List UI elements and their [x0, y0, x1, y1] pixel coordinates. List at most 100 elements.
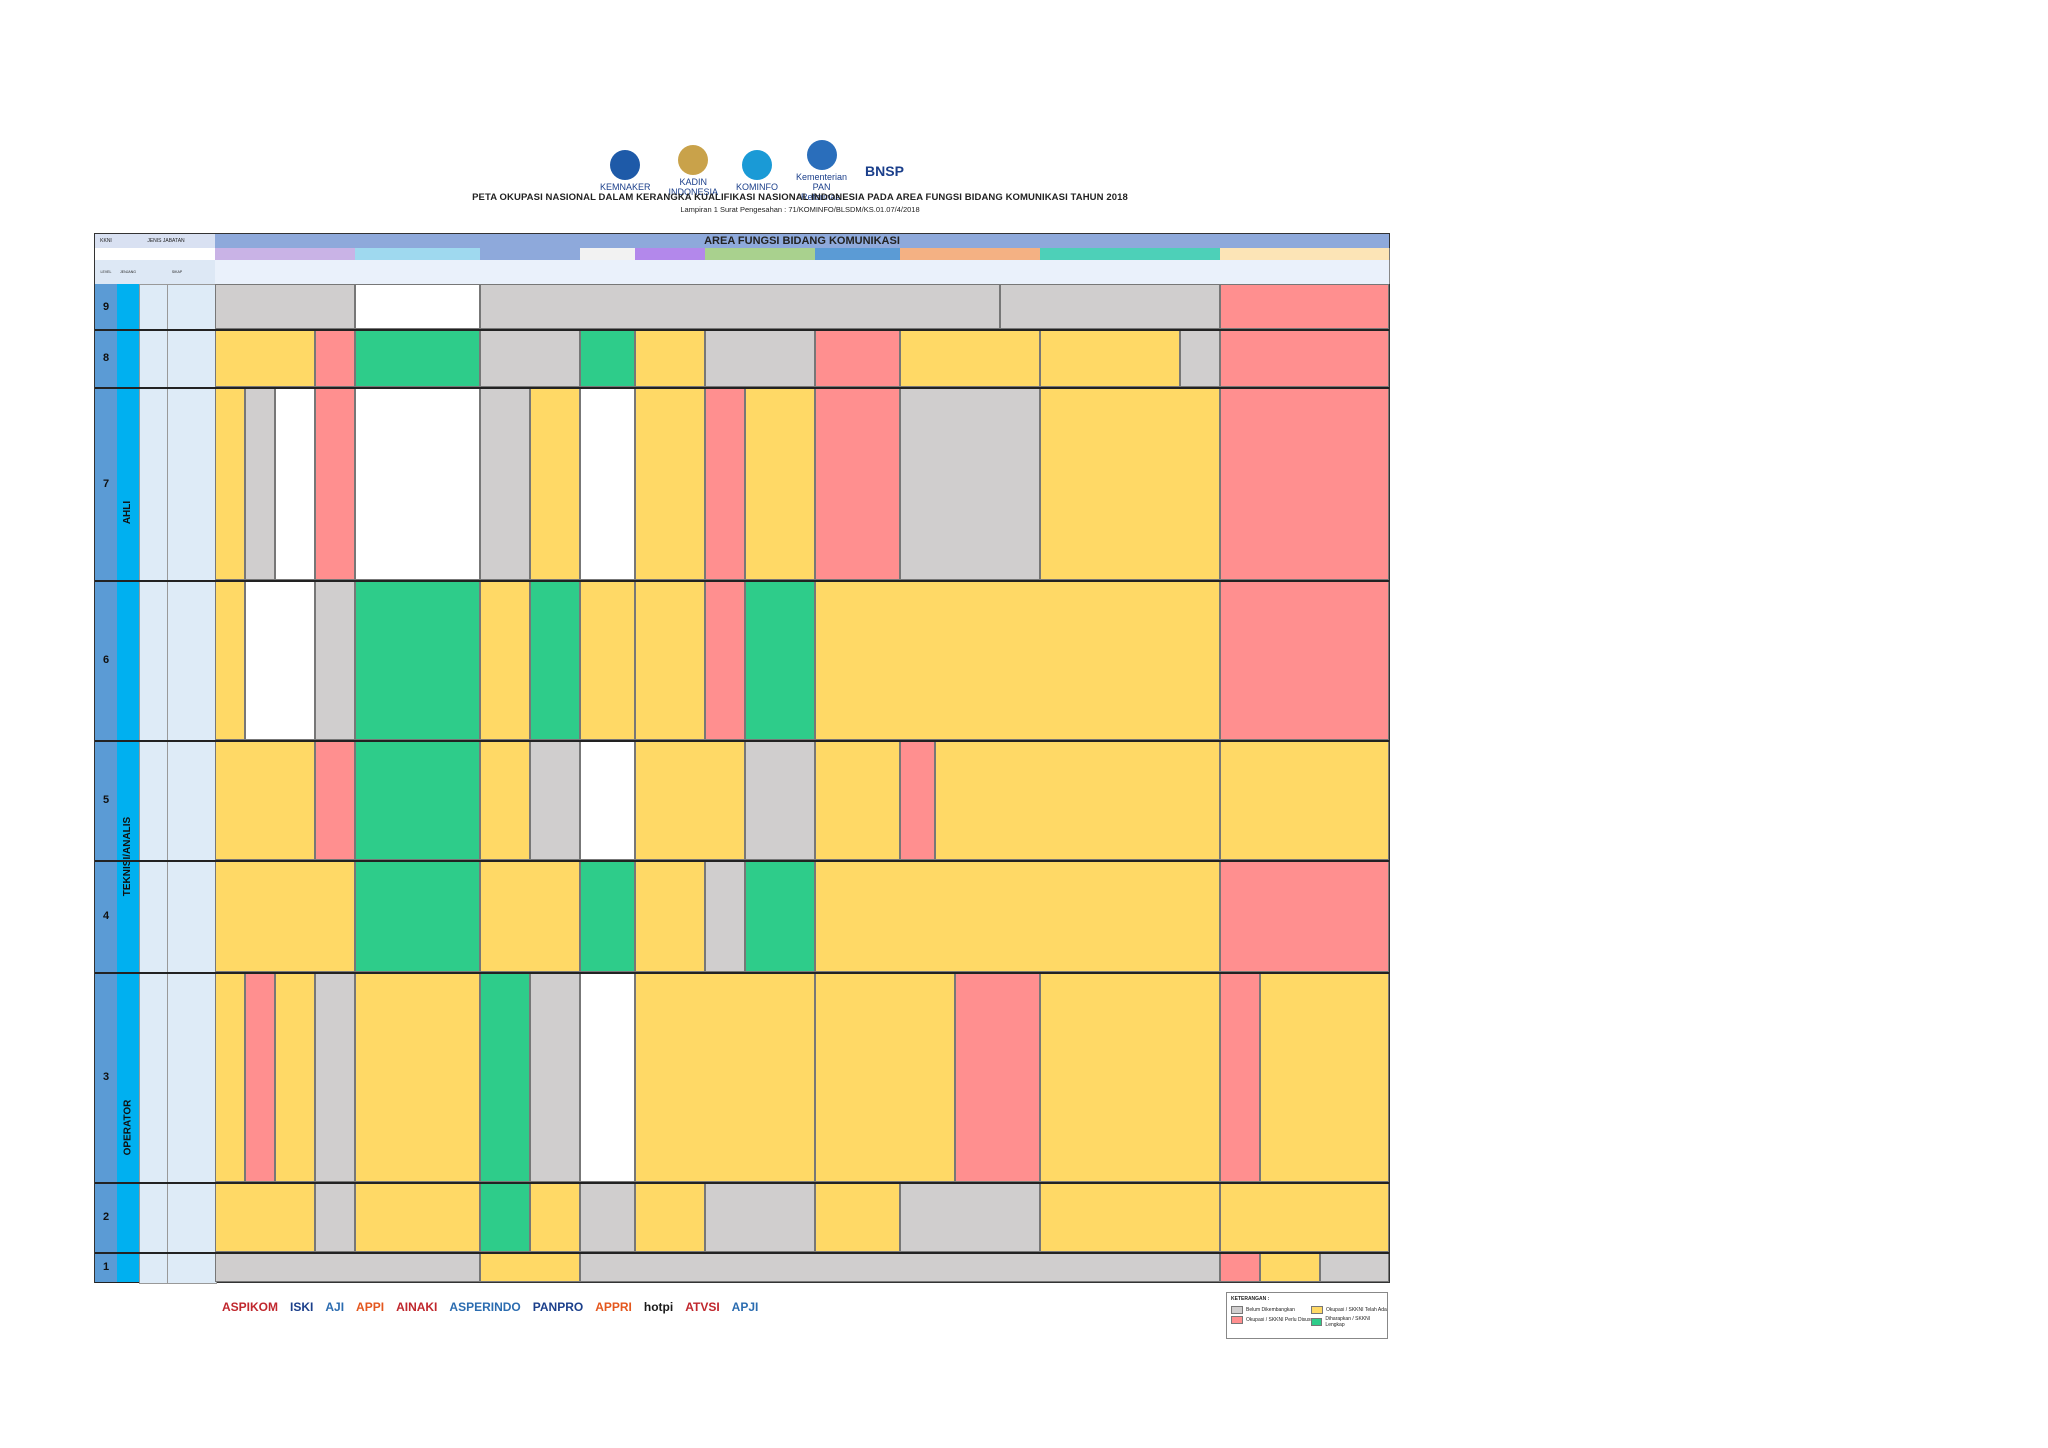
occupation-cell — [530, 740, 580, 860]
occupation-cell — [215, 1182, 315, 1252]
level-1: 1 — [95, 1252, 117, 1283]
occupation-cell — [900, 329, 1040, 387]
occupation-cell — [900, 1182, 1040, 1252]
legend-title: KETERANGAN : — [1231, 1296, 1270, 1302]
occupation-cell — [1220, 284, 1389, 329]
occupation-cell — [1040, 972, 1220, 1182]
band-ahli: AHLI — [117, 284, 139, 741]
occupation-cell — [315, 329, 355, 387]
desc-cell — [139, 972, 169, 1284]
row-divider — [95, 740, 1389, 742]
occupation-cell — [480, 1182, 530, 1252]
occupation-cell — [705, 580, 745, 740]
occupation-cell — [1180, 329, 1220, 387]
occupation-cell — [1220, 387, 1389, 580]
col-header: LEVEL — [95, 260, 118, 284]
okupasi-map-sheet: KKNI JENIS JABATAN AREA FUNGSI BIDANG KO… — [94, 233, 1390, 1284]
occupation-cell — [935, 740, 1220, 860]
logo-kemenpan: Kementerian PAN Reformasi — [796, 140, 847, 202]
occupation-cell — [215, 740, 315, 860]
row-divider — [95, 972, 1389, 974]
level-9: 9 — [95, 284, 117, 330]
col-header: JENJANG — [117, 260, 140, 284]
desc-cell — [139, 284, 169, 331]
occupation-cell — [705, 860, 745, 972]
occupation-cell — [245, 580, 315, 740]
desc-cell — [167, 329, 217, 389]
sponsor-logo: AINAKI — [396, 1300, 438, 1314]
logo-bnsp: BNSP — [865, 163, 904, 179]
row-divider — [95, 387, 1389, 389]
occupation-cell — [745, 860, 815, 972]
area-header: AREA FUNGSI BIDANG KOMUNIKASI — [215, 234, 1389, 248]
occupation-cell — [355, 1182, 480, 1252]
occupation-cell — [635, 1182, 705, 1252]
occupation-cell — [1220, 580, 1389, 740]
occupation-cell — [215, 580, 245, 740]
occupation-cell — [635, 740, 745, 860]
sponsor-logo: ATVSI — [685, 1300, 720, 1314]
sponsor-logo: APJI — [731, 1300, 759, 1314]
sponsor-logo: ISKI — [290, 1300, 314, 1314]
level-6: 6 — [95, 580, 117, 741]
occupation-cell — [315, 972, 355, 1182]
occupation-cell — [580, 387, 635, 580]
kemenpan-emblem-icon — [806, 140, 837, 170]
occupation-cell — [1040, 1182, 1220, 1252]
occupation-cell — [580, 580, 635, 740]
occupation-cell — [355, 284, 480, 329]
legend-swatch-icon — [1311, 1318, 1323, 1326]
logo-kemnaker: KEMNAKER — [600, 150, 651, 192]
occupation-cell — [580, 972, 635, 1182]
occupation-cell — [480, 1252, 580, 1282]
occupation-cell — [815, 580, 1220, 740]
occupation-cell — [815, 329, 900, 387]
kemnaker-emblem-icon — [610, 150, 641, 180]
row-divider — [95, 1182, 1389, 1184]
occupation-cell — [745, 387, 815, 580]
occupation-cell — [635, 860, 705, 972]
occupation-cell — [480, 387, 530, 580]
row-divider — [95, 860, 1389, 862]
logo-row: KEMNAKER KADIN INDONESIA KOMINFO Kemente… — [600, 140, 904, 202]
legend-swatch-icon — [1231, 1306, 1243, 1314]
occupation-cell — [530, 1182, 580, 1252]
occupation-cell — [215, 329, 315, 387]
occupation-cell — [815, 740, 900, 860]
occupation-cell — [480, 860, 580, 972]
occupation-cell — [355, 972, 480, 1182]
occupation-cell — [1260, 972, 1389, 1182]
occupation-cell — [1220, 972, 1260, 1182]
legend-item: Belum Dikembangkan — [1231, 1306, 1295, 1314]
occupation-cell — [580, 860, 635, 972]
sponsor-logos: ASPIKOM ISKI AJI APPI AINAKI ASPERINDO P… — [222, 1292, 1142, 1322]
row-divider — [95, 329, 1389, 331]
occupation-cell — [215, 860, 355, 972]
level-8: 8 — [95, 329, 117, 388]
sponsor-logo: APPRI — [595, 1300, 632, 1314]
sponsor-logo: AJI — [325, 1300, 345, 1314]
occupation-cell — [355, 387, 480, 580]
group-header — [635, 248, 706, 260]
sponsor-logo: PANPRO — [532, 1300, 584, 1314]
level-header: KKNI — [95, 234, 117, 248]
occupation-cell — [745, 740, 815, 860]
sponsor-logo: ASPIKOM — [222, 1300, 279, 1314]
group-header — [1220, 248, 1390, 260]
occupation-cell — [1040, 387, 1220, 580]
desc-cell — [139, 740, 169, 974]
occupation-cell — [275, 387, 315, 580]
sponsor-logo: ASPERINDO — [449, 1300, 521, 1314]
occupation-cell — [900, 387, 1040, 580]
occupation-cell — [355, 860, 480, 972]
logo-kominfo: KOMINFO — [736, 150, 778, 192]
occupation-cell — [955, 972, 1040, 1182]
occupation-cell — [1220, 740, 1389, 860]
occupation-cell — [1220, 1182, 1389, 1252]
occupation-cell — [315, 387, 355, 580]
group-header — [580, 248, 636, 260]
occupation-cell — [530, 580, 580, 740]
row-divider — [95, 580, 1389, 582]
occupation-cell — [215, 1252, 480, 1282]
occupation-cell — [480, 740, 530, 860]
